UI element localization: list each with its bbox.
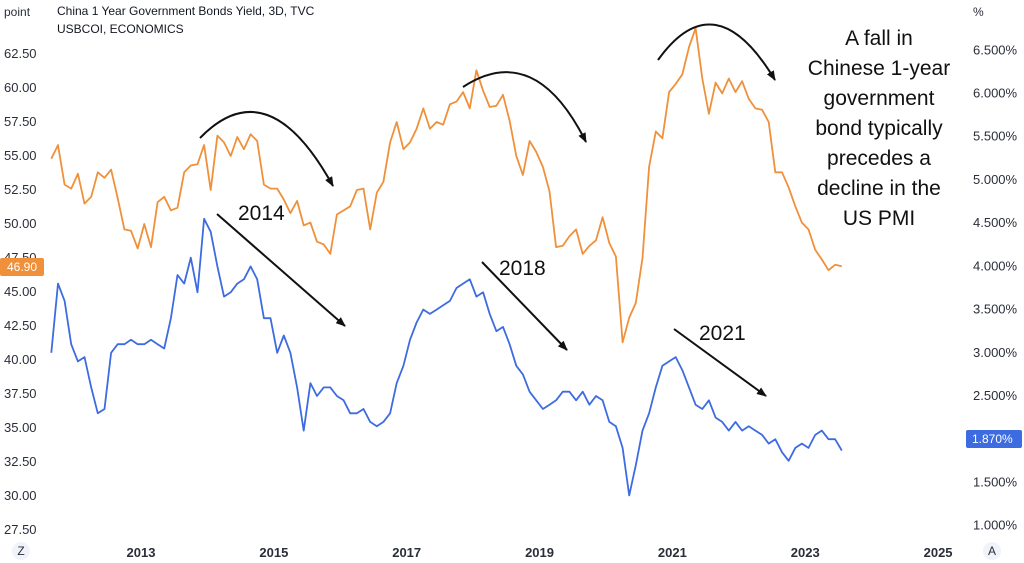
pmi-last-value-label: 46.90	[7, 260, 37, 274]
note-line: decline in the	[817, 177, 941, 200]
commentary-note: A fall in Chinese 1-year government bond…	[808, 27, 950, 230]
annotation-2014: 2014	[238, 202, 285, 225]
x-tick-label: 2023	[791, 545, 820, 560]
auto-scale-button[interactable]: A	[983, 542, 1001, 560]
left-tick-label: 62.50	[4, 46, 37, 61]
right-tick-label: 4.500%	[973, 215, 1018, 230]
left-tick-label: 35.00	[4, 420, 37, 435]
x-tick-label: 2019	[525, 545, 554, 560]
note-line: precedes a	[827, 147, 931, 170]
left-tick-label: 60.00	[4, 80, 37, 95]
right-tick-label: 6.000%	[973, 85, 1018, 100]
right-tick-label: 3.000%	[973, 345, 1018, 360]
note-line: US PMI	[843, 207, 915, 230]
x-tick-label: 2021	[658, 545, 687, 560]
left-tick-label: 55.00	[4, 148, 37, 163]
zoom-button[interactable]: Z	[12, 542, 30, 560]
left-axis-unit: point	[4, 5, 31, 19]
left-tick-label: 40.00	[4, 352, 37, 367]
left-tick-label: 57.50	[4, 114, 37, 129]
pmi-last-value-tag: 46.90	[0, 258, 44, 276]
chart-subtitle: USBCOI, ECONOMICS	[57, 22, 184, 36]
pmi-last-value-bg	[0, 258, 44, 276]
right-tick-label: 1.500%	[973, 474, 1018, 489]
right-tick-label: 5.000%	[973, 172, 1018, 187]
right-tick-label: 2.500%	[973, 388, 1018, 403]
right-axis-unit: %	[973, 5, 984, 19]
series-layer	[50, 27, 843, 497]
right-tick-label: 6.500%	[973, 42, 1018, 57]
right-tick-label: 5.500%	[973, 129, 1018, 144]
yield-last-value-tag: 1.870%	[966, 430, 1022, 448]
right-axis: 1.000%1.500%2.000%2.500%3.000%3.500%4.00…	[973, 42, 1018, 532]
right-tick-label: 3.500%	[973, 302, 1018, 317]
note-line: bond typically	[815, 117, 943, 140]
annotation-2018: 2018	[499, 257, 546, 280]
yield-last-value-bg	[966, 430, 1022, 448]
left-tick-label: 45.00	[4, 284, 37, 299]
yield-series-line	[50, 217, 843, 497]
zoom-button-label[interactable]: Z	[17, 544, 24, 558]
arc-arrow-2014	[199, 111, 334, 187]
x-tick-label: 2025	[924, 545, 953, 560]
x-tick-label: 2015	[259, 545, 288, 560]
annotation-2021: 2021	[699, 322, 746, 345]
yield-last-value-label: 1.870%	[972, 432, 1013, 446]
left-tick-label: 27.50	[4, 522, 37, 537]
right-tick-label: 4.000%	[973, 258, 1018, 273]
left-tick-label: 32.50	[4, 454, 37, 469]
left-tick-label: 37.50	[4, 386, 37, 401]
left-tick-label: 42.50	[4, 318, 37, 333]
left-tick-label: 52.50	[4, 182, 37, 197]
zoom-button-bg[interactable]	[12, 542, 30, 560]
auto-scale-button-bg[interactable]	[983, 542, 1001, 560]
left-tick-label: 30.00	[4, 488, 37, 503]
arc-arrow-2021	[657, 23, 776, 81]
left-tick-label: 50.00	[4, 216, 37, 231]
arc-arrow-2018	[462, 71, 587, 143]
x-tick-label: 2013	[127, 545, 156, 560]
note-line: A fall in	[845, 27, 913, 50]
x-tick-label: 2017	[392, 545, 421, 560]
trend-arrow-2018	[481, 261, 568, 351]
note-line: government	[824, 87, 935, 110]
right-tick-label: 1.000%	[973, 518, 1018, 533]
pmi-series-line	[50, 27, 842, 344]
x-axis: 2013 2015 2017 2019 2021 2023 2025	[127, 545, 953, 560]
left-axis: 27.50 30.00 32.50 35.00 37.50 40.00 42.50 45.00…	[4, 46, 37, 537]
auto-scale-button-label[interactable]: A	[988, 544, 996, 558]
trend-arrow-2021	[673, 328, 767, 397]
note-line: Chinese 1-year	[808, 57, 950, 80]
chart-title: China 1 Year Government Bonds Yield, 3D,…	[57, 4, 315, 18]
trend-arrow-2014	[216, 213, 346, 327]
